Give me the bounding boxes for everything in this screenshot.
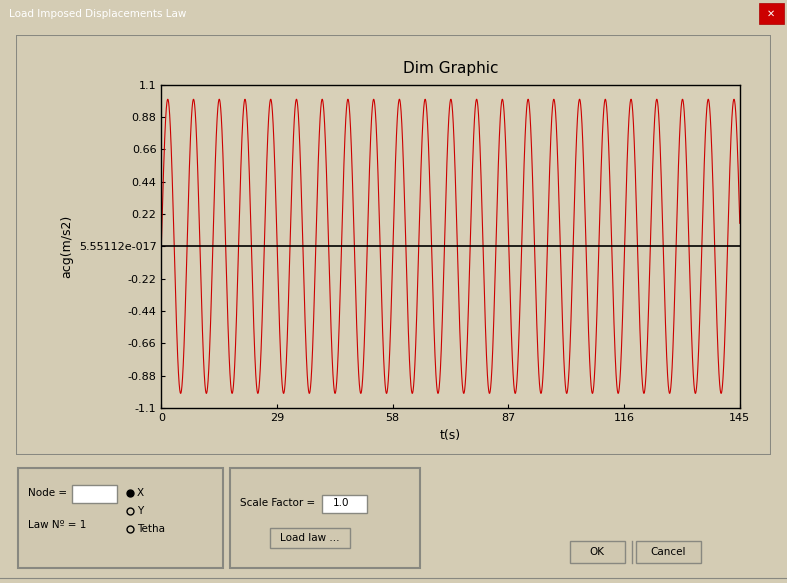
Text: Cancel: Cancel <box>650 547 685 557</box>
Text: Tetha: Tetha <box>137 524 165 534</box>
Bar <box>270 528 350 548</box>
Text: OK: OK <box>589 547 604 557</box>
Text: Scale Factor =: Scale Factor = <box>240 498 316 508</box>
FancyBboxPatch shape <box>759 3 784 23</box>
Title: Dim Graphic: Dim Graphic <box>403 61 498 76</box>
X-axis label: t(s): t(s) <box>440 429 461 441</box>
Bar <box>72 485 117 503</box>
Text: Load law ...: Load law ... <box>280 533 340 543</box>
Text: Load Imposed Displacements Law: Load Imposed Displacements Law <box>9 9 187 19</box>
Y-axis label: acg(m/s2): acg(m/s2) <box>60 215 73 278</box>
Text: ✕: ✕ <box>767 9 775 19</box>
Text: Law Nº = 1: Law Nº = 1 <box>28 520 87 530</box>
Bar <box>18 468 223 568</box>
Text: X: X <box>137 488 144 498</box>
Bar <box>636 541 701 563</box>
Text: Y: Y <box>137 506 143 516</box>
Bar <box>570 541 625 563</box>
Bar <box>230 468 420 568</box>
Text: 1.0: 1.0 <box>333 498 349 508</box>
Bar <box>322 495 367 513</box>
Text: Node =: Node = <box>28 488 67 498</box>
